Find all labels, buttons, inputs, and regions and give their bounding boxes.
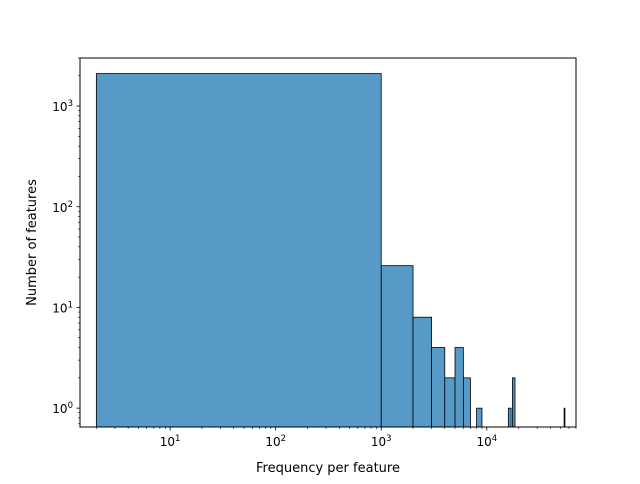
histogram-bar [431,347,446,428]
histogram-bar [476,407,483,428]
x-axis-ticks: 101 102 103 104 [96,427,577,449]
x-tick-label: 102 [265,434,286,449]
y-tick-label: 100 [52,401,73,416]
y-tick-label: 101 [52,300,73,315]
y-axis-label: Number of features [25,179,40,306]
x-tick-label: 104 [476,434,497,449]
histogram-bar [380,265,414,428]
histogram-bars [95,73,566,428]
x-tick-label: 101 [160,434,181,449]
histogram-bar [412,316,433,428]
histogram-bar [462,377,471,428]
histogram-bar [512,377,516,428]
y-tick-label: 102 [52,200,73,215]
x-axis-label: Frequency per feature [256,461,400,476]
y-tick-label: 103 [52,99,73,114]
histogram-bar [95,73,382,428]
x-tick-label: 103 [371,434,392,449]
plot-frame [79,57,577,428]
histogram-bar [444,377,456,428]
histogram-bar [507,407,512,428]
y-axis-ticks: 100 101 102 103 [52,57,80,425]
histogram-bar [454,347,464,428]
histogram-bar [563,407,566,428]
